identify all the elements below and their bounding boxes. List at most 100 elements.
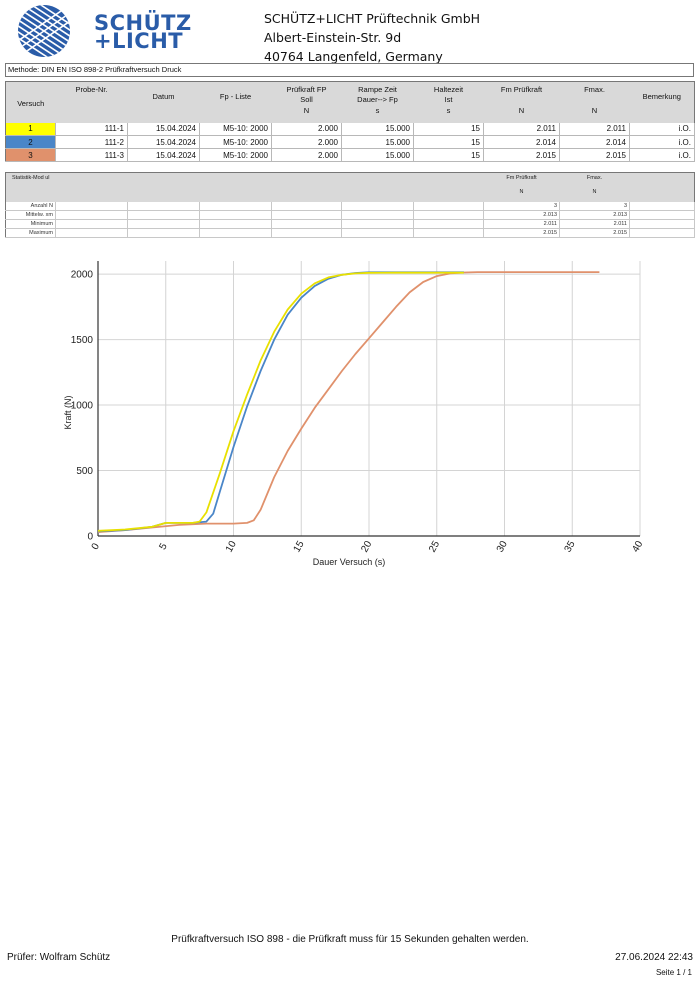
x-axis-label: Dauer Versuch (s) — [313, 557, 386, 567]
company-city: 40764 Langenfeld, Germany — [264, 49, 443, 64]
series-line — [97, 271, 464, 533]
stats-empty-cell — [127, 201, 200, 211]
col-fmax: Fmax. N — [559, 81, 630, 123]
haltezeit-cell: 15 — [413, 148, 484, 162]
stats-fm-cell: 2.015 — [483, 228, 560, 238]
stats-empty-cell — [629, 228, 695, 238]
force-time-chart: 0 5 10 15 20 25 30 35 40 0 500 1000 1500 2000 Dauer Ve… — [63, 261, 646, 567]
company-address: SCHÜTZ+LICHT Prüftechnik GmbH Albert-Ein… — [264, 9, 480, 66]
pruefkraft-cell: 2.000 — [271, 122, 342, 136]
y-tick-label: 1500 — [71, 335, 94, 346]
fp-liste-cell: M5-10: 2000 — [199, 122, 272, 136]
col-probe: Probe-Nr. — [55, 81, 128, 123]
series-line — [97, 271, 600, 533]
fp-liste-cell: M5-10: 2000 — [199, 135, 272, 149]
stats-empty-cell — [413, 210, 484, 220]
footer-note: Prüfkraftversuch ISO 898 - die Prüfkraft… — [171, 934, 529, 945]
stats-col-fmax: Fmax. N — [559, 172, 630, 202]
stats-empty-cell — [271, 228, 342, 238]
results-table: Versuch Probe-Nr. Datum Fp - Liste Prüfk… — [5, 81, 695, 162]
bemerkung-cell: i.O. — [629, 148, 695, 162]
method-line: Methode: DIN EN ISO 898-2 Prüfkraftversu… — [5, 63, 694, 77]
stats-empty-cell — [413, 219, 484, 229]
stats-empty-cell — [341, 219, 414, 229]
stats-empty-cell — [199, 201, 272, 211]
stats-empty-cell — [55, 210, 128, 220]
y-axis-label: Kraft (N) — [63, 395, 73, 429]
rampe-cell: 15.000 — [341, 122, 414, 136]
stats-empty-cell — [341, 201, 414, 211]
stats-fmax-cell: 2.011 — [559, 219, 630, 229]
company-name: SCHÜTZ+LICHT Prüftechnik GmbH — [264, 11, 481, 26]
fmax-cell: 2.014 — [559, 135, 630, 149]
page-number: Seite 1 / 1 — [655, 968, 692, 977]
datum-cell: 15.04.2024 — [127, 148, 200, 162]
stats-empty-cell — [629, 210, 695, 220]
stats-empty-cell — [127, 228, 200, 238]
stats-empty-cell — [55, 219, 128, 229]
datum-cell: 15.04.2024 — [127, 135, 200, 149]
stats-empty-cell — [199, 219, 272, 229]
col-pruefkraft: Prüfkraft FP Soll N — [271, 81, 342, 123]
x-tick-label: 10 — [224, 539, 239, 555]
fm-cell: 2.011 — [483, 122, 560, 136]
stats-header-row: Statistik-Mod ul Fm Prüfkraft N Fmax. N — [5, 172, 695, 202]
stats-empty-cell — [55, 201, 128, 211]
table-row: 2 111-2 15.04.2024 M5-10: 2000 2.000 15.000 15… — [5, 135, 695, 149]
stats-empty-cell — [341, 210, 414, 220]
versuch-cell: 1 — [5, 122, 56, 136]
logo-emblem-icon — [18, 5, 70, 57]
stats-empty-cell — [629, 219, 695, 229]
stats-empty-cell — [199, 210, 272, 220]
rampe-cell: 15.000 — [341, 135, 414, 149]
stats-fmax-cell: 3 — [559, 201, 630, 211]
x-tick-label: 20 — [359, 539, 374, 555]
haltezeit-cell: 15 — [413, 122, 484, 136]
stats-empty-cell — [199, 228, 272, 238]
y-tick-label: 1000 — [71, 401, 94, 412]
col-bemerkung: Bemerkung — [629, 81, 695, 123]
stats-empty-cell — [341, 228, 414, 238]
logo-line-2: +LICHT — [94, 29, 184, 53]
x-tick-label: 25 — [427, 539, 442, 555]
logo-line-1: SCHÜTZ — [94, 11, 192, 35]
logo-wordmark: SCHÜTZ +LICHT — [94, 11, 192, 53]
stats-fm-cell: 3 — [483, 201, 560, 211]
stats-label-cell: Anzahl N — [5, 201, 56, 211]
versuch-cell: 2 — [5, 135, 56, 149]
stats-empty-cell — [127, 210, 200, 220]
fmax-cell: 2.015 — [559, 148, 630, 162]
stats-row: Maximum 2.015 2.015 — [5, 228, 695, 238]
stats-fm-cell: 2.013 — [483, 210, 560, 220]
stats-col-fm: Fm Prüfkraft N — [483, 172, 560, 202]
col-versuch: Versuch — [5, 81, 56, 123]
stats-col-label: Statistik-Mod ul — [5, 172, 56, 202]
col-rampe: Rampe Zeit Dauer--> Fp s — [341, 81, 414, 123]
results-header-row: Versuch Probe-Nr. Datum Fp - Liste Prüfk… — [5, 81, 695, 123]
fp-liste-cell: M5-10: 2000 — [199, 148, 272, 162]
stats-empty-cell — [271, 210, 342, 220]
x-tick-label: 35 — [563, 539, 578, 555]
y-tick-label: 2000 — [71, 270, 94, 281]
stats-empty-cell — [413, 228, 484, 238]
bemerkung-cell: i.O. — [629, 135, 695, 149]
datum-cell: 15.04.2024 — [127, 122, 200, 136]
statistics-table: Statistik-Mod ul Fm Prüfkraft N Fmax. N … — [5, 172, 695, 238]
tester-name: Prüfer: Wolfram Schütz — [7, 952, 111, 963]
pruefkraft-cell: 2.000 — [271, 135, 342, 149]
col-fp-liste: Fp - Liste — [199, 81, 272, 123]
stats-label-cell: Minimum — [5, 219, 56, 229]
stats-row: Minimum 2.011 2.011 — [5, 219, 695, 229]
stats-label-cell: Maximum — [5, 228, 56, 238]
stats-empty-cell — [271, 219, 342, 229]
probe-cell: 111-1 — [55, 122, 128, 136]
x-tick-label: 0 — [90, 541, 103, 552]
stats-row: Mittelw. xm 2.013 2.013 — [5, 210, 695, 220]
stats-empty-cell — [55, 228, 128, 238]
x-tick-label: 40 — [630, 539, 645, 555]
fm-cell: 2.015 — [483, 148, 560, 162]
bemerkung-cell: i.O. — [629, 122, 695, 136]
stats-fmax-cell: 2.015 — [559, 228, 630, 238]
table-row: 1 111-1 15.04.2024 M5-10: 2000 2.000 15.000 15… — [5, 122, 695, 136]
